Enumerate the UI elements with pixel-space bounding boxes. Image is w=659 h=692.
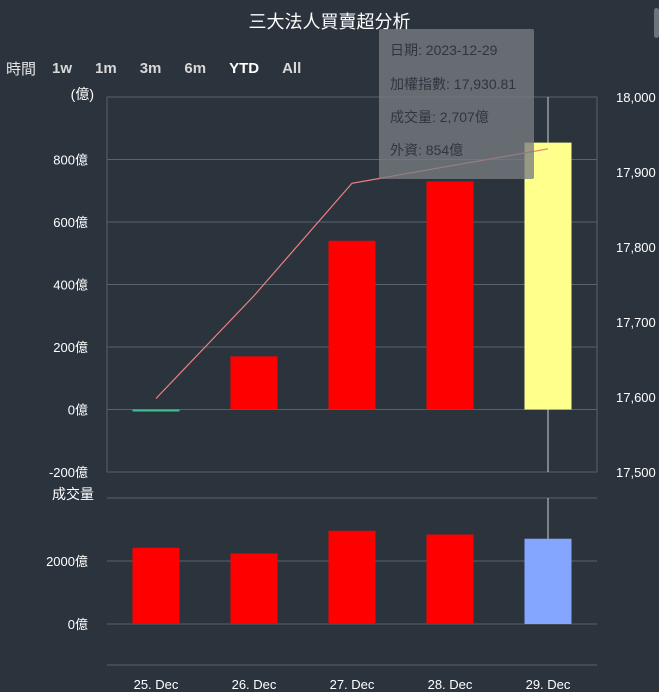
volume-bar <box>132 547 180 624</box>
data-tooltip: 日期: 2023-12-29 加權指數: 17,930.81 成交量: 2,70… <box>379 29 534 179</box>
y2-tick-label: 18,000 <box>616 90 656 105</box>
y2-tick-label: 17,800 <box>616 240 656 255</box>
volume-y-tick-label: 0億 <box>68 617 88 632</box>
y-tick-label: 0億 <box>68 403 88 418</box>
y2-tick-label: 17,900 <box>616 165 656 180</box>
volume-axis-title: 成交量 <box>52 486 94 502</box>
bar <box>230 356 278 410</box>
volume-y-tick-label: 2000億 <box>46 554 88 569</box>
bar <box>328 240 376 410</box>
y-tick-label: -200億 <box>49 465 88 480</box>
bar <box>426 181 474 410</box>
y2-tick-label: 17,700 <box>616 315 656 330</box>
y-tick-label: 400億 <box>53 278 88 293</box>
volume-bar <box>328 530 376 624</box>
y-tick-label: 800億 <box>53 153 88 168</box>
volume-bar <box>524 538 572 624</box>
x-tick-label: 26. Dec <box>232 677 277 692</box>
range-button-6m[interactable]: 6m <box>184 59 207 77</box>
range-selector-label: 時間 <box>6 60 37 78</box>
tooltip-volume: 成交量: 2,707億 <box>390 109 489 125</box>
range-button-3m[interactable]: 3m <box>139 59 162 77</box>
scrollbar-thumb[interactable] <box>654 8 659 38</box>
chart-title: 三大法人買賣超分析 <box>248 12 411 32</box>
x-tick-label: 27. Dec <box>330 677 375 692</box>
range-button-ytd[interactable]: YTD <box>229 59 260 77</box>
y-axis-title: (億) <box>71 86 94 102</box>
range-button-all[interactable]: All <box>282 59 302 77</box>
bar <box>524 142 572 410</box>
range-button-1w[interactable]: 1w <box>52 59 73 77</box>
volume-bar <box>426 534 474 624</box>
range-button-1m[interactable]: 1m <box>95 59 117 77</box>
y-tick-label: 200億 <box>53 340 88 355</box>
y2-tick-label: 17,600 <box>616 390 656 405</box>
tooltip-index: 加權指數: 17,930.81 <box>390 76 517 92</box>
y2-tick-label: 17,500 <box>616 465 656 480</box>
bar <box>132 409 180 412</box>
x-tick-label: 28. Dec <box>428 677 473 692</box>
y-tick-label: 600億 <box>53 215 88 230</box>
tooltip-date: 日期: 2023-12-29 <box>390 42 498 58</box>
range-selector: 時間 1w 1m 3m 6m YTD All <box>6 58 324 78</box>
volume-bar <box>230 553 278 624</box>
x-tick-label: 25. Dec <box>134 677 179 692</box>
x-tick-label: 29. Dec <box>526 677 571 692</box>
tooltip-foreign: 外資: 854億 <box>390 142 464 158</box>
